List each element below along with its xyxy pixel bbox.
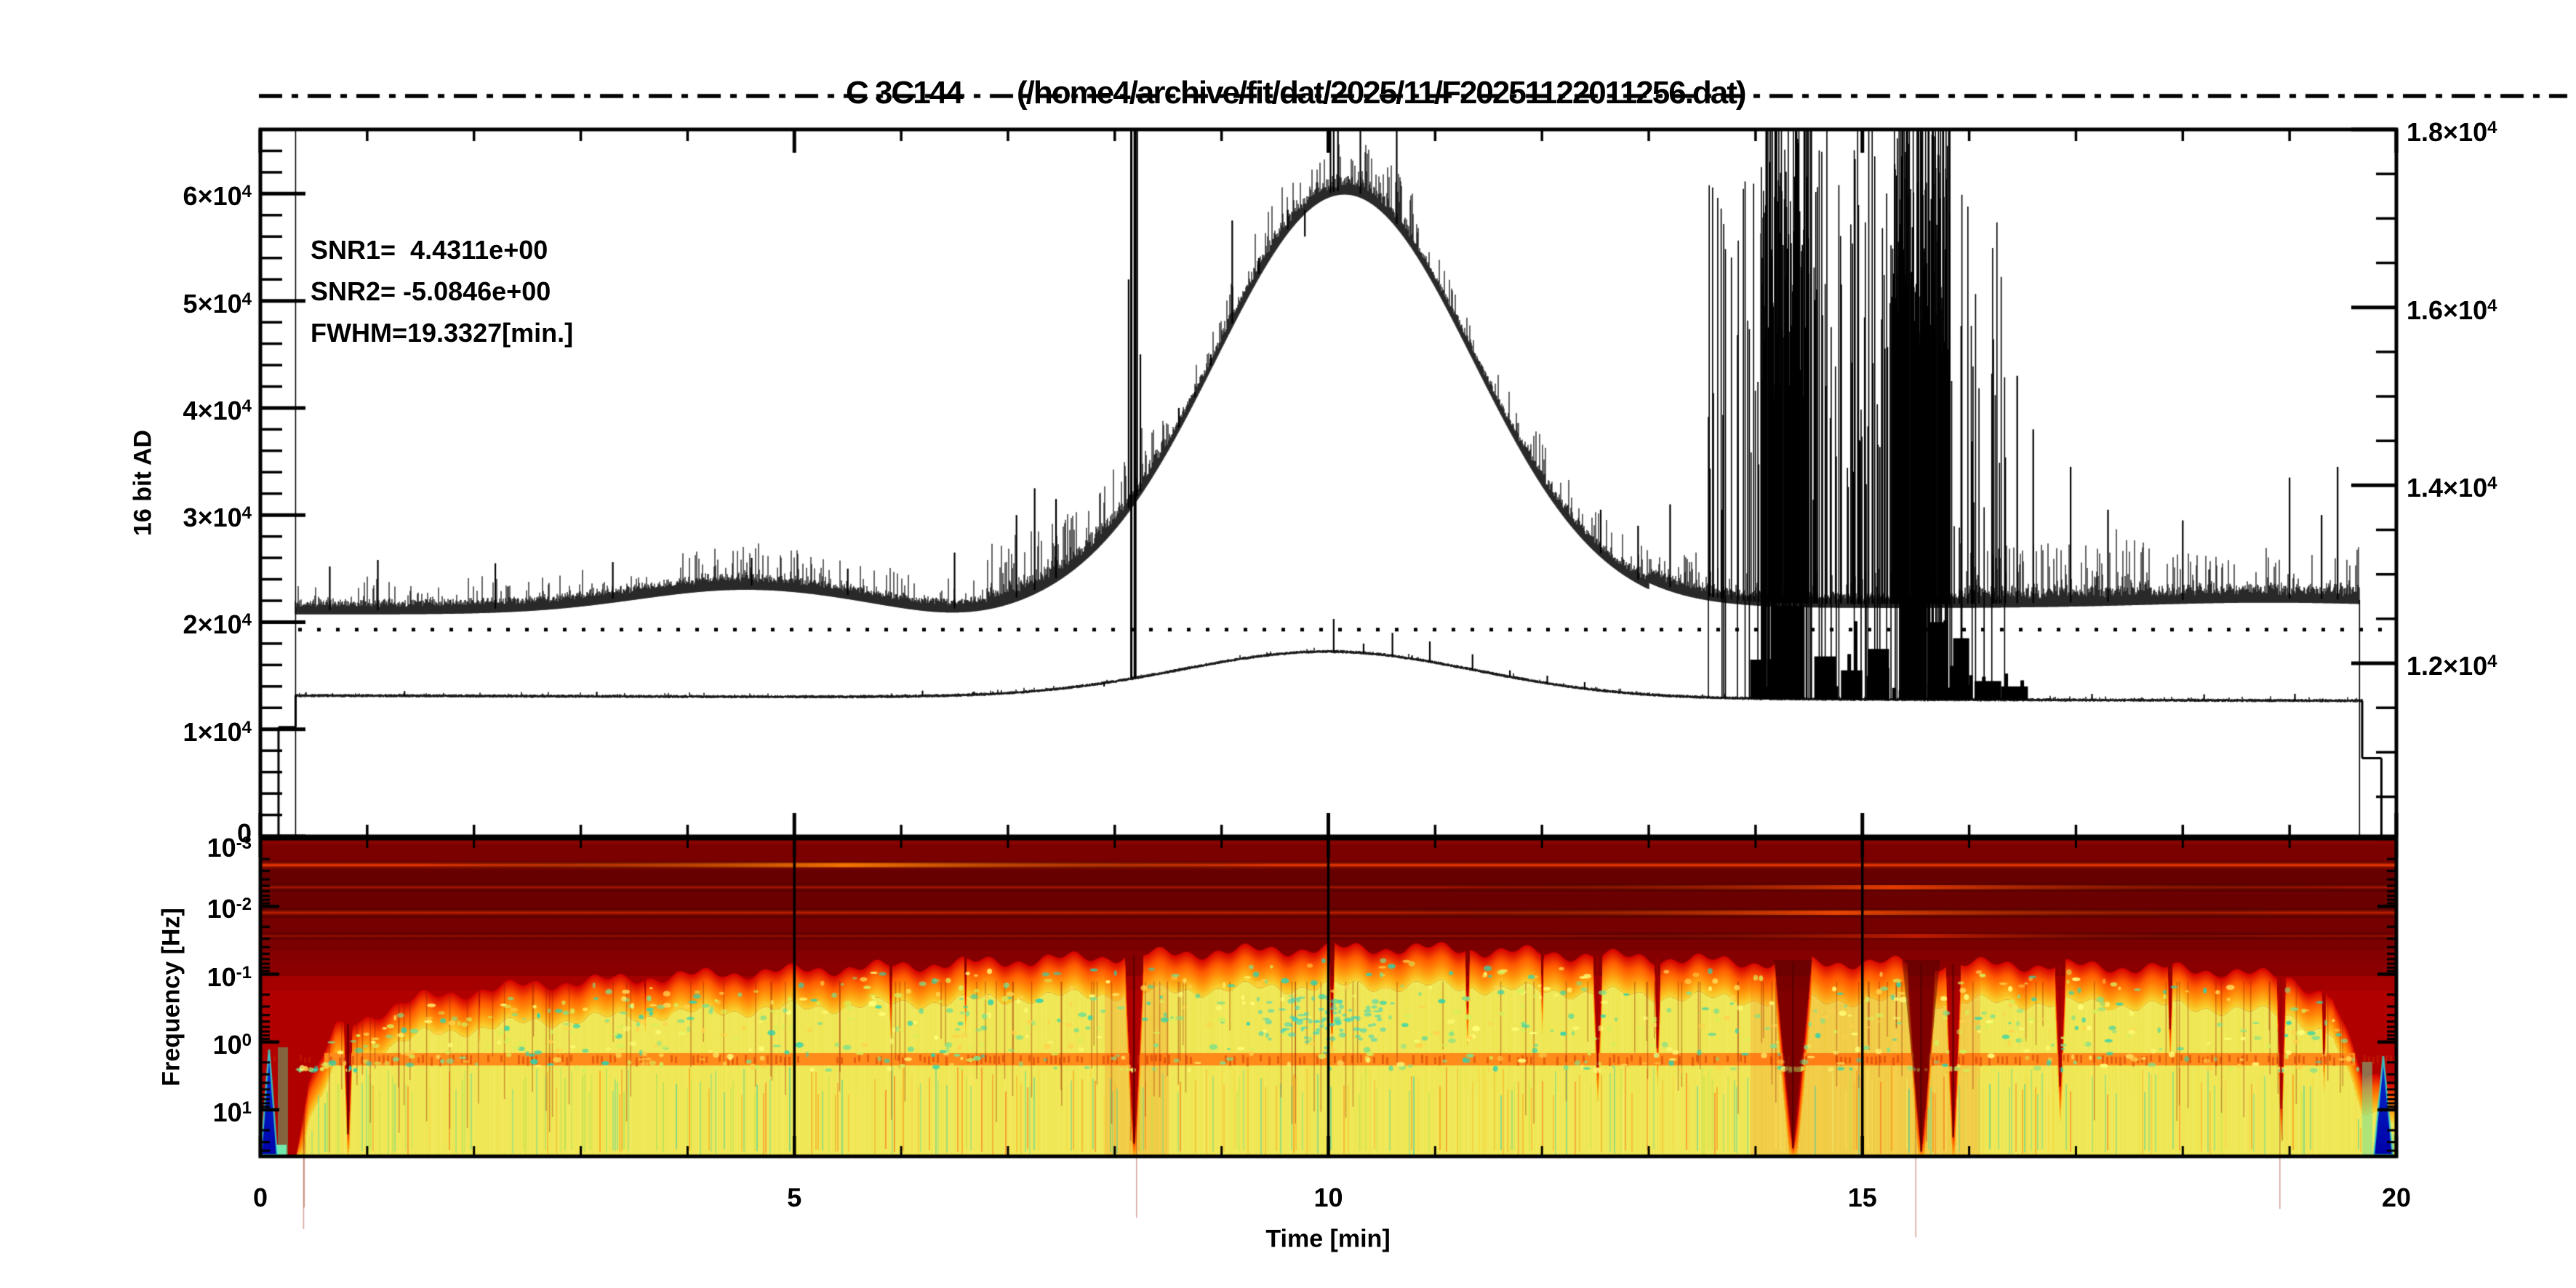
y-right-tick-label: 1.6×104 <box>2407 295 2497 325</box>
y-left-tick-label: 6×104 <box>183 181 252 212</box>
y-left-tick-label: 3×104 <box>183 503 252 533</box>
y-left-tick-label: 5×104 <box>183 288 252 319</box>
x-time-tick-label: 15 <box>1847 1183 1877 1212</box>
y-left-tick-label: 4×104 <box>183 395 252 425</box>
y-right-tick-label: 1.8×104 <box>2407 117 2497 147</box>
plot-title-object: C 3C144 <box>846 75 964 111</box>
x-axis-label-time: Time [min] <box>1265 1225 1391 1253</box>
x-time-tick-label: 5 <box>787 1183 802 1212</box>
y-frequency-tick-label: 10-1 <box>207 961 252 992</box>
y-left-tick-label: 2×104 <box>183 609 252 640</box>
y-frequency-tick-label: 100 <box>212 1029 252 1060</box>
y-frequency-tick-label: 101 <box>212 1097 252 1127</box>
y-axis-label-frequency: Frequency [Hz] <box>157 908 185 1087</box>
y-left-tick-label: 0 <box>236 818 252 848</box>
x-time-tick-label: 20 <box>2381 1183 2412 1212</box>
plot-title-file: (/home4/archive/fit/dat/2025/11/F2025112… <box>1017 75 1747 111</box>
annotation-fwhm: FWHM=19.3327[min.] <box>311 318 574 348</box>
annotation-snr1: SNR1= 4.4311e+00 <box>311 235 548 265</box>
x-time-tick-label: 0 <box>252 1183 268 1212</box>
y-right-tick-label: 1.4×104 <box>2407 473 2497 503</box>
y-left-tick-label: 1×104 <box>183 716 252 747</box>
y-axis-label-left: 16 bit AD <box>129 429 157 537</box>
y-frequency-tick-label: 10-3 <box>207 833 252 863</box>
x-time-tick-label: 10 <box>1313 1183 1343 1212</box>
y-frequency-tick-label: 10-2 <box>207 894 252 924</box>
annotation-snr2: SNR2= -5.0846e+00 <box>311 276 551 306</box>
y-right-tick-label: 1.2×104 <box>2407 651 2497 681</box>
